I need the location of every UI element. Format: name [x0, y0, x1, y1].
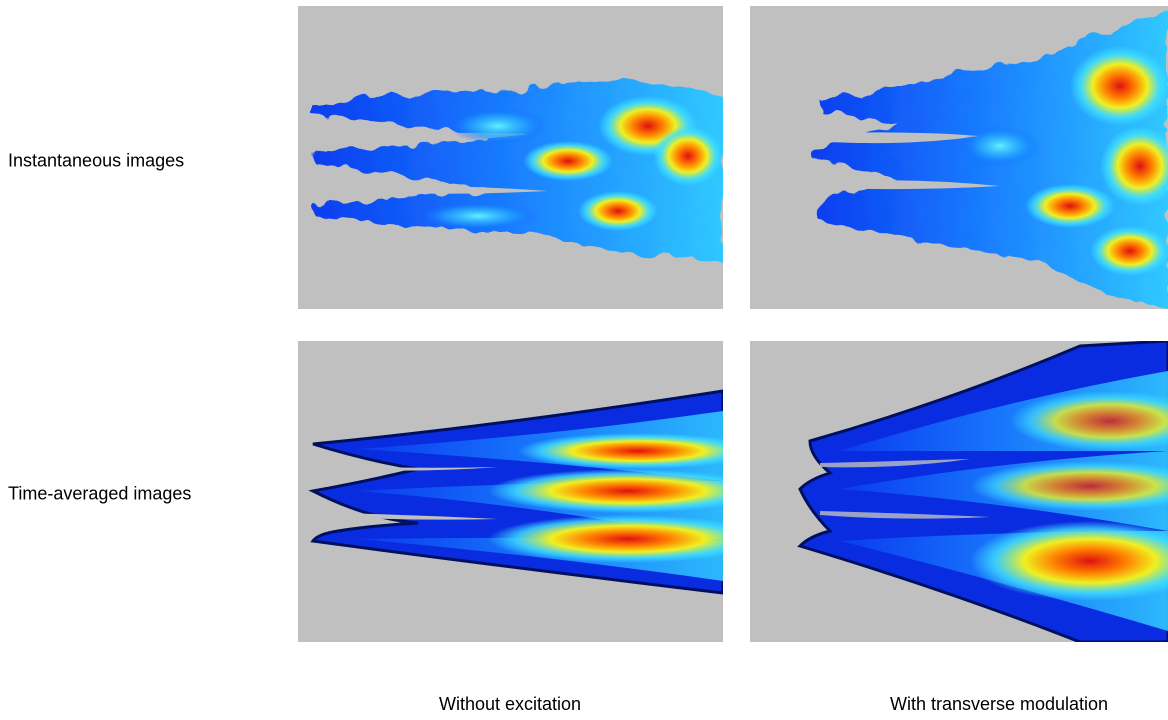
row-label: Time-averaged images — [8, 484, 191, 505]
image-instantaneous-no-excitation — [298, 6, 723, 309]
column-label: Without excitation — [439, 694, 581, 715]
image-averaged-no-excitation — [298, 341, 723, 642]
row-label: Instantaneous images — [8, 151, 184, 172]
figure: {"row_labels": ["Instantaneous images", … — [0, 0, 1168, 720]
column-label: With transverse modulation — [890, 694, 1108, 715]
image-instantaneous-modulation — [750, 6, 1168, 309]
image-averaged-modulation — [750, 341, 1168, 642]
